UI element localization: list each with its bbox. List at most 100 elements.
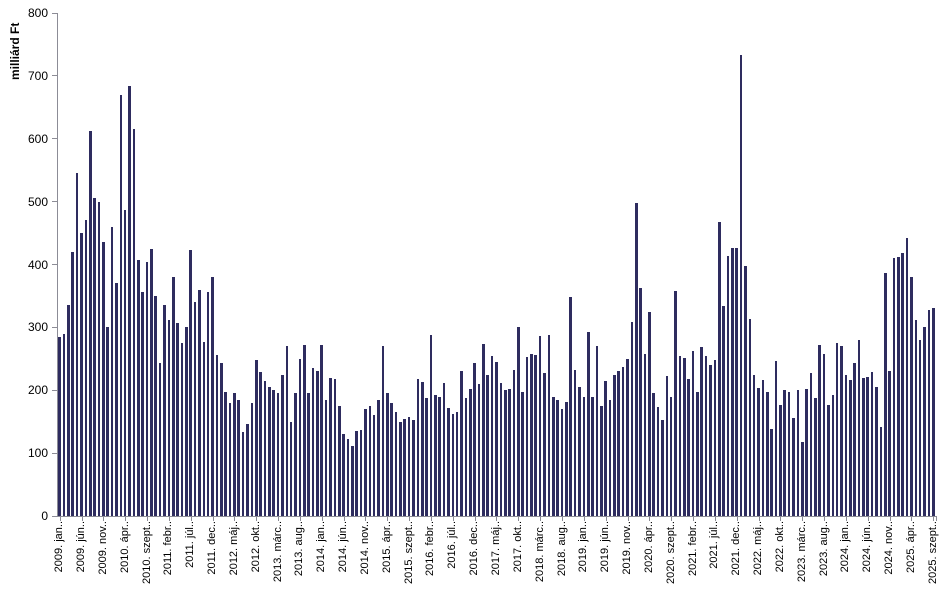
bar [215,355,219,516]
bar [604,380,607,516]
y-tick [52,12,57,14]
bar [185,326,188,516]
bar [752,374,756,516]
x-tick [168,517,170,521]
bar [901,253,904,516]
x-tick [780,517,782,521]
x-tick-label: 2018. aug.. [555,521,568,577]
bar [853,363,856,516]
bar [626,358,629,516]
bar [661,419,664,516]
bar [691,351,695,516]
bar [58,336,61,516]
bar [390,402,393,516]
bar [346,439,350,516]
bar [486,374,490,516]
bar [259,372,262,516]
x-tick [256,517,258,521]
bar [473,363,476,516]
x-tick-label: 2014. jan.. [315,521,328,573]
bar [809,373,813,516]
bar [569,297,573,516]
bar [381,346,385,516]
x-tick [845,517,847,521]
x-tick-label: 2021. júl.. [708,521,721,569]
y-tick [52,201,57,203]
bar [652,392,656,516]
bar [241,431,245,516]
x-tick-label: 2020. ápr.. [642,521,655,573]
bar [302,344,306,516]
x-tick-label: 2014. jún.. [337,521,350,573]
x-tick-label: 2015. szept.. [402,521,415,584]
x-tick [59,517,61,521]
bar [307,393,310,516]
y-tick-label: 0 [41,509,48,523]
x-tick [936,517,937,521]
bar [888,371,891,516]
bar [499,383,503,516]
x-tick [758,517,760,521]
bar [88,131,92,516]
x-tick-label: 2024. jan.. [839,521,852,573]
bar [770,428,773,516]
x-tick [452,517,454,521]
bar [883,273,887,516]
bar [224,391,227,516]
bar [656,406,660,516]
bar [298,358,302,516]
bar [455,412,459,516]
bar [333,378,337,516]
bar [464,397,468,516]
x-tick [911,517,913,521]
bar [573,370,577,516]
bar [158,363,162,516]
bar [394,412,398,516]
bar [783,390,787,516]
bar [717,222,721,516]
bar [503,390,507,516]
x-tick-label: 2010. ápr.. [118,521,131,573]
y-tick-label: 500 [27,194,48,209]
x-tick [802,517,804,521]
bar [700,347,704,516]
bar [460,371,463,516]
bar [800,441,804,516]
bar [276,393,280,516]
bar [534,355,538,516]
bar [931,307,935,516]
x-tick [190,517,192,521]
bar [442,382,446,516]
bar [879,426,883,516]
x-tick-label: 2021. febr.. [686,521,699,577]
x-tick [714,517,716,521]
y-tick [52,138,57,140]
bar [364,409,367,516]
x-tick [234,517,236,521]
bar [163,305,166,516]
x-tick [387,517,389,521]
x-tick [278,517,280,521]
bar [198,290,201,516]
bar [254,360,258,516]
x-tick-label: 2016. júl.. [446,521,459,569]
bar [294,393,297,516]
bar [862,378,865,516]
bar [67,305,70,516]
x-tick-label: 2016. febr.. [424,521,437,577]
bar [923,327,926,516]
bar [429,334,433,516]
bar [630,322,634,516]
bar [263,380,267,516]
bar [206,292,210,516]
bar [766,391,769,516]
bar [482,344,485,516]
bar [211,277,214,516]
bar [145,261,149,516]
bar [547,334,551,516]
bar [342,434,345,516]
bar [517,327,520,516]
bar [608,399,612,516]
y-tick [52,515,57,517]
